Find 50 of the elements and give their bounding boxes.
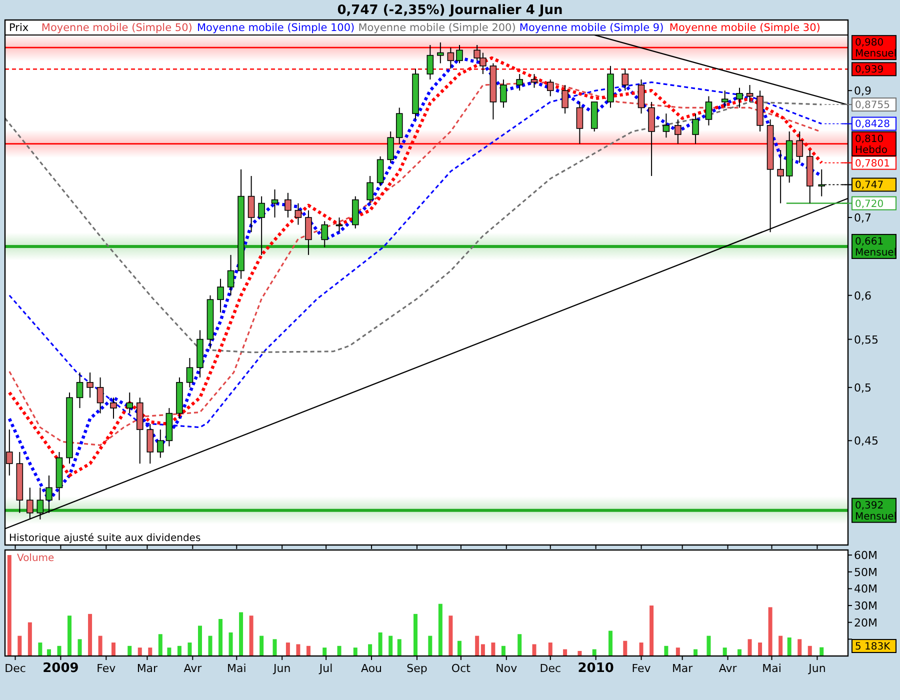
ref-line-label: 0,980 Mensuel	[855, 38, 897, 60]
x-tick-label: 2009	[42, 661, 79, 676]
x-tick-label: Mar	[136, 662, 158, 675]
y-tick-label: 40M	[854, 582, 878, 596]
chart-title: 0,747 (-2,35%) Journalier 4 Jun	[337, 3, 563, 18]
x-tick-label: Dec	[4, 662, 26, 675]
x-tick-label: Aou	[361, 662, 382, 675]
text: Moyenne mobile (Simple 50)	[41, 22, 192, 34]
x-tick-label: Nov	[496, 662, 518, 675]
x-tick-label: Fev	[632, 662, 652, 675]
y-tick-label: 0,7	[854, 212, 872, 225]
data-label: 0,7801	[855, 158, 890, 170]
text: Moyenne mobile (Simple 200)	[358, 22, 516, 34]
text: Moyenne mobile (Simple 30)	[669, 22, 820, 34]
x-tick-label: 2010	[578, 661, 614, 676]
x-tick-label: Oct	[451, 662, 472, 675]
x-tick-label: Mai	[762, 662, 782, 675]
data-label: 0,720	[855, 198, 884, 210]
y-tick-label: 0,6	[854, 289, 872, 302]
text: Prix	[9, 22, 29, 34]
y-tick-label: 0,45	[854, 434, 878, 448]
x-tick-label: Mai	[226, 662, 246, 675]
text: Moyenne mobile (Simple 100)	[197, 22, 355, 34]
y-tick-label: 30M	[854, 600, 878, 613]
y-tick-label: 50M	[854, 566, 878, 579]
x-tick-label: Mar	[672, 662, 694, 675]
y-tick-label: 0,5	[854, 381, 872, 394]
y-tick-label: 0,55	[854, 333, 878, 346]
x-tick-label: Jun	[808, 662, 826, 675]
ref-line-label: 0,392 Mensuel	[855, 500, 897, 522]
text: Moyenne mobile (Simple 9)	[519, 22, 664, 34]
x-tick-label: Dec	[540, 662, 562, 675]
x-tick-label: Avr	[718, 662, 738, 675]
y-tick-label: 60M	[854, 549, 878, 562]
ref-line-label: 0,661 Mensuel	[855, 236, 897, 258]
x-tick-label: Avr	[184, 662, 202, 675]
x-tick-label: Jun	[272, 662, 291, 675]
chart-title: Volume	[17, 553, 54, 564]
data-label: 0,8428	[855, 119, 890, 130]
annotation: Historique ajusté suite aux dividendes	[9, 533, 201, 544]
x-tick-label: Jul	[318, 662, 333, 675]
x-tick-label: Fev	[96, 662, 116, 675]
text: 0,747	[855, 180, 884, 192]
data-label: 0,8755	[855, 100, 890, 112]
x-tick-label: Sep	[406, 662, 428, 675]
y-tick-label: 20M	[854, 616, 878, 630]
y-tick-label: 0,9	[854, 84, 872, 98]
text: 5 183K	[855, 642, 891, 652]
ref-line-label: 0,939	[855, 64, 884, 76]
ref-line-label: 0,810 Hebdo	[855, 134, 888, 156]
